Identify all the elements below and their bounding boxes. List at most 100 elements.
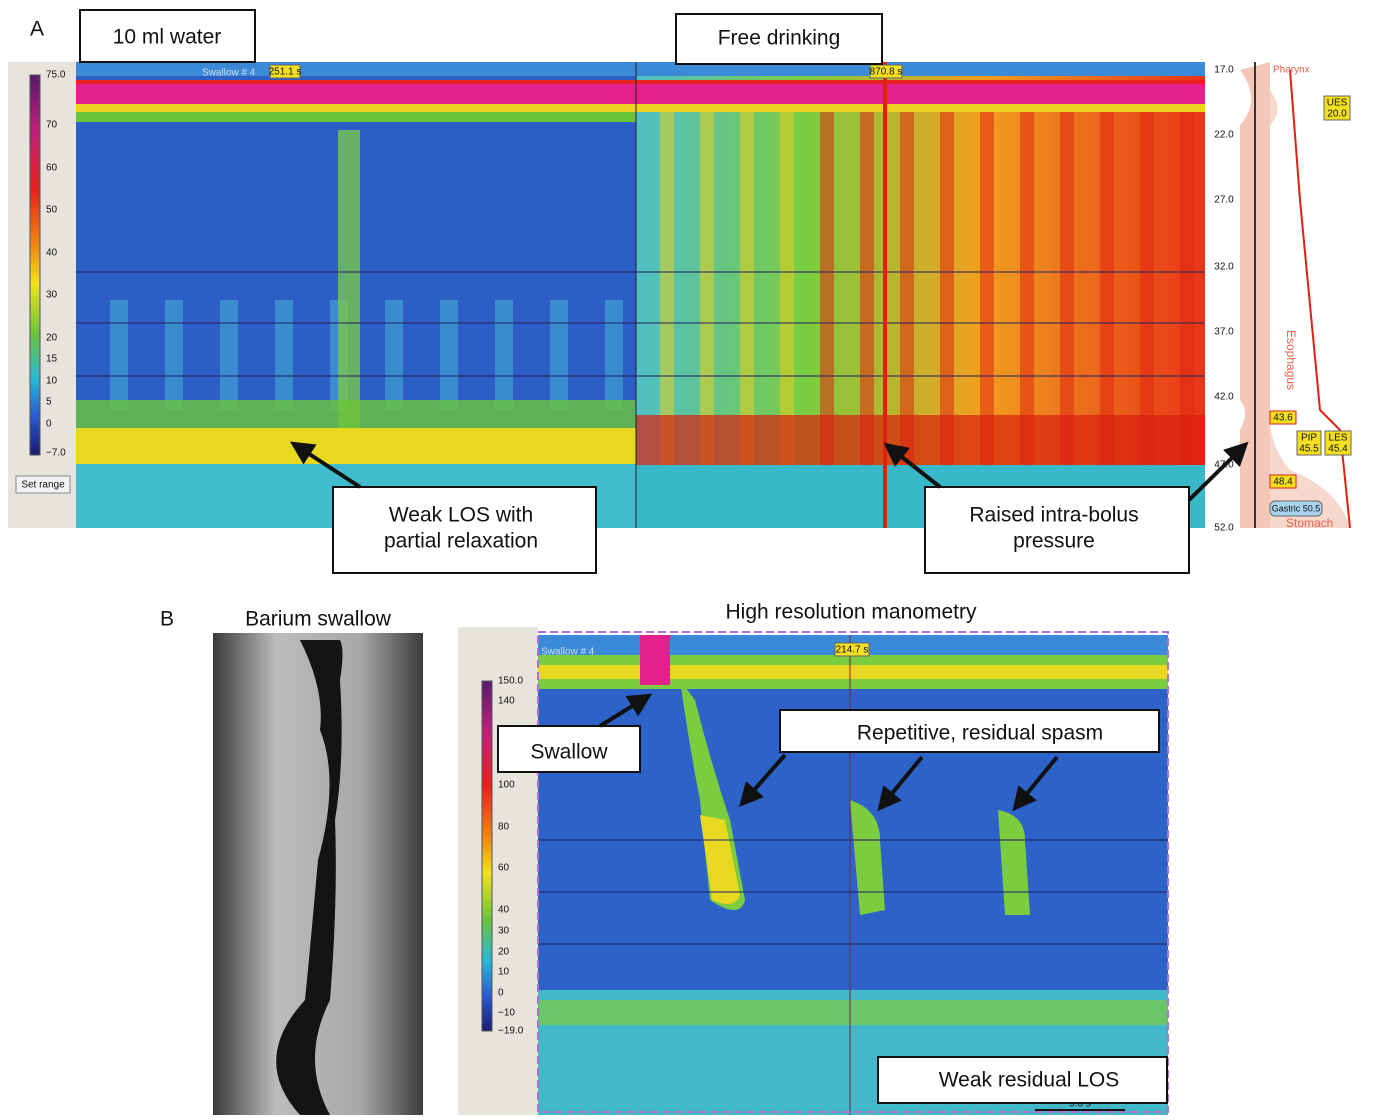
colorbar-label: 150.0 (498, 676, 523, 687)
colorbar-label: 60 (498, 863, 510, 874)
time-marker: 214.7 s (836, 645, 869, 656)
pip: PIP (1301, 433, 1317, 444)
pressure-plume (220, 300, 238, 410)
scale-bar: 5.0 s (1069, 1099, 1091, 1110)
pressure-stripe (1140, 110, 1154, 465)
colorbar-label: 80 (498, 822, 510, 833)
annotation: 10 ml water (113, 26, 222, 49)
colorbar-label: 140 (498, 696, 515, 707)
pressure-plume (110, 300, 128, 410)
pressure-plume (338, 130, 360, 430)
colorbar-panel (8, 62, 76, 528)
annotation-box (497, 725, 641, 773)
pressure-stripe (980, 110, 994, 465)
pressure-plume (275, 300, 293, 410)
annotation-box (675, 13, 883, 65)
depth-label: 42.0 (1214, 392, 1234, 403)
annotation-box (924, 486, 1190, 574)
colorbar-label: 0 (498, 988, 504, 999)
pressure-plume (550, 300, 568, 410)
colorbar-label: 60 (46, 163, 58, 174)
pressure-stripe (1180, 110, 1194, 465)
pressure-plume (165, 300, 183, 410)
colorbar-label: 20 (46, 333, 58, 344)
pressure-plume (385, 300, 403, 410)
colorbar-label: 40 (498, 905, 510, 916)
pressure-stripe (660, 110, 674, 465)
pressure-plume (440, 300, 458, 410)
annotation: Weak residual LOS (939, 1069, 1120, 1092)
swallow-label: Swallow # 4 (202, 68, 256, 79)
time-marker: 870.8 s (870, 67, 903, 78)
depth-label: 37.0 (1214, 327, 1234, 338)
annotation: Swallow (530, 741, 608, 764)
colorbar (29, 74, 41, 456)
colorbar-label: 50 (46, 205, 58, 216)
colorbar-label: 0 (46, 419, 52, 430)
pressure-stripe (780, 110, 794, 465)
colorbar-label: 10 (46, 376, 58, 387)
colorbar-label: −19.0 (498, 1026, 524, 1037)
time-marker: 251.1 s (269, 67, 302, 78)
annotation: Raised intra-bolus (969, 504, 1138, 527)
swallow-label: Swallow # 4 (541, 647, 595, 658)
tag: 43.6 (1273, 413, 1293, 424)
gastric: Gastric 50.5 (1272, 503, 1321, 513)
annotation-box (332, 486, 597, 574)
set-range: Set range (21, 480, 65, 491)
colorbar (481, 680, 493, 1032)
annotation: Repetitive, residual spasm (857, 722, 1103, 745)
pressure-stripe (820, 110, 834, 465)
image-title: Barium swallow (245, 608, 392, 631)
annotation-box (779, 709, 1160, 753)
colorbar-label: 15 (46, 354, 58, 365)
pressure-stripe (1020, 110, 1034, 465)
image-title: High resolution manometry (726, 601, 977, 624)
pressure-plume (605, 300, 623, 410)
depth-label: 52.0 (1214, 523, 1234, 534)
colorbar-label: −7.0 (46, 448, 66, 459)
pip-value: 45.5 (1299, 444, 1319, 455)
pressure-stripe (1060, 110, 1074, 465)
colorbar-label: 30 (498, 926, 510, 937)
set-range-button[interactable] (15, 475, 71, 494)
pressure-stripe (1100, 110, 1114, 465)
pressure-plume (495, 300, 513, 410)
colorbar-panel (458, 627, 538, 1115)
heatmap-a (76, 62, 1205, 528)
colorbar-label: 75.0 (46, 70, 66, 81)
les: LES (1329, 433, 1348, 444)
annotation-box (79, 9, 256, 63)
pressure-stripe (900, 110, 914, 465)
pressure-stripe (740, 110, 754, 465)
annotation: partial relaxation (384, 530, 538, 553)
colorbar-label: 40 (46, 248, 58, 259)
pressure-stripe (940, 110, 954, 465)
depth-label: 27.0 (1214, 195, 1234, 206)
pharynx: Pharynx (1273, 65, 1310, 76)
colorbar-label: 100 (498, 780, 515, 791)
annotation: pressure (1013, 530, 1095, 553)
colorbar-label: 5 (46, 397, 52, 408)
colorbar-label: 10 (498, 967, 510, 978)
colorbar-label: −10 (498, 1008, 515, 1019)
panel-label: B (160, 608, 174, 631)
annotation: Weak LOS with (389, 504, 533, 527)
les-value: 45.4 (1328, 444, 1348, 455)
depth-label: 32.0 (1214, 262, 1234, 273)
colorbar-label: 30 (46, 290, 58, 301)
panel-label: A (30, 18, 44, 41)
ues-value: 20.0 (1327, 109, 1347, 120)
annotation-box (877, 1056, 1168, 1104)
tag: 48.4 (1273, 477, 1293, 488)
colorbar-label: 70 (46, 120, 58, 131)
depth-label: 22.0 (1214, 130, 1234, 141)
depth-label: 17.0 (1214, 65, 1234, 76)
colorbar-label: 20 (498, 947, 510, 958)
pressure-stripe (700, 110, 714, 465)
annotation: Free drinking (718, 27, 841, 50)
esophagus: Esophagus (1284, 330, 1298, 390)
stomach: Stomach (1286, 516, 1333, 530)
pressure-stripe (860, 110, 874, 465)
